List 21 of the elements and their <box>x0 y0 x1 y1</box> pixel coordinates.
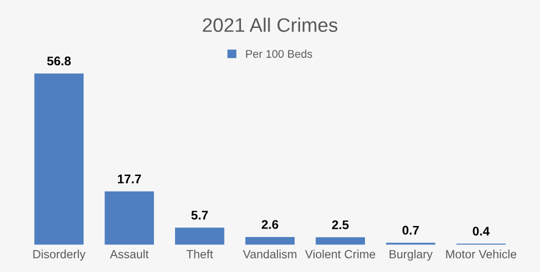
bar <box>104 191 154 245</box>
bar <box>34 73 84 245</box>
data-label: 56.8 <box>47 56 71 66</box>
chart-title: 2021 All Crimes <box>202 18 338 32</box>
x-tick-label: Vandalism <box>242 250 296 258</box>
bar <box>245 236 295 245</box>
data-label: 2.5 <box>332 220 349 230</box>
bar <box>316 237 365 245</box>
x-tick-label: Burglary <box>390 250 433 261</box>
data-label: 5.7 <box>191 210 208 220</box>
data-label: 0.4 <box>472 226 490 236</box>
data-label: 2.6 <box>262 220 278 229</box>
x-tick-label: Assault <box>110 250 149 258</box>
x-tick-label: Disorderly <box>33 250 86 261</box>
x-tick-label: Violent Crime <box>305 250 376 258</box>
x-tick-label: Theft <box>186 250 214 258</box>
legend-label: Per 100 Beds <box>246 50 312 58</box>
bar <box>175 228 224 245</box>
data-label: 0.7 <box>402 226 419 235</box>
x-tick-label: Motor Vehicle <box>446 250 516 258</box>
data-label: 17.7 <box>118 174 141 184</box>
